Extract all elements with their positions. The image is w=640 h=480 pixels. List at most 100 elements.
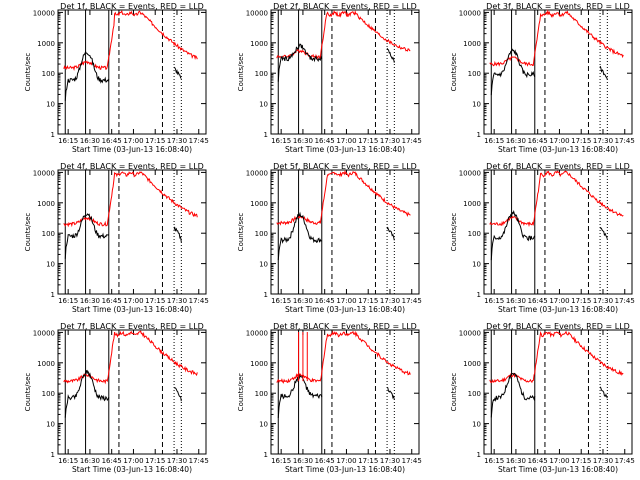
x-tick-label: 16:30	[80, 137, 100, 145]
y-tick-label: 100	[468, 70, 481, 78]
y-tick-label: 1000	[37, 200, 55, 208]
series-lld-line	[63, 10, 198, 71]
series-events-line-late	[173, 66, 182, 79]
panel-det-9: Det 9f, BLACK = Events, RED = LLD 1 10 100 1…	[450, 322, 635, 474]
y-tick-label: 1000	[37, 40, 55, 48]
plot-frame	[270, 9, 420, 135]
x-tick-label: 16:45	[102, 137, 122, 145]
x-tick-label: 17:00	[336, 297, 356, 305]
x-tick-label: 17:15	[571, 457, 591, 465]
panel-title: Det 5f, BLACK = Events, RED = LLD	[273, 162, 417, 171]
x-tick-label: 17:15	[145, 137, 165, 145]
x-tick-label: 16:45	[315, 297, 335, 305]
x-tick-label: 17:30	[167, 457, 187, 465]
x-tick-label: 16:45	[102, 297, 122, 305]
x-axis-label: Start Time (03-Jun-13 16:08:40)	[498, 305, 618, 314]
series-lld-line	[276, 10, 411, 60]
series-events-line	[277, 374, 323, 419]
x-tick-label: 16:15	[58, 137, 78, 145]
x-tick-label: 17:15	[145, 457, 165, 465]
x-tick-label: 17:30	[593, 137, 613, 145]
y-tick-label: 10000	[246, 169, 268, 177]
y-tick-label: 1	[477, 451, 481, 459]
x-tick-label: 16:30	[506, 297, 526, 305]
series-events-line	[64, 369, 110, 418]
panel-title: Det 1f, BLACK = Events, RED = LLD	[60, 2, 204, 11]
y-tick-label: 10000	[33, 169, 55, 177]
y-tick-label: 1	[51, 131, 55, 139]
x-tick-label: 16:30	[506, 137, 526, 145]
plot-frame	[57, 329, 207, 455]
x-axis-label: Start Time (03-Jun-13 16:08:40)	[498, 465, 618, 474]
y-tick-label: 10	[259, 421, 268, 429]
x-tick-label: 16:30	[80, 297, 100, 305]
x-tick-label: 16:15	[58, 297, 78, 305]
x-tick-label: 17:15	[358, 297, 378, 305]
series-events-line	[64, 213, 110, 259]
y-axis-label: Counts/sec	[24, 213, 32, 252]
series-events-line	[277, 211, 322, 261]
panel-title: Det 9f, BLACK = Events, RED = LLD	[486, 322, 630, 331]
plot-frame	[483, 169, 633, 295]
x-tick-label: 16:30	[293, 297, 313, 305]
y-tick-label: 100	[42, 390, 55, 398]
x-tick-label: 17:15	[571, 137, 591, 145]
y-tick-label: 1000	[37, 360, 55, 368]
series-events-line	[64, 50, 110, 101]
series-events-line-late	[386, 48, 395, 63]
x-tick-label: 17:00	[336, 457, 356, 465]
x-tick-label: 17:00	[549, 137, 569, 145]
series-events-line	[490, 48, 536, 96]
y-tick-label: 10000	[459, 329, 481, 337]
panel-title: Det 7f, BLACK = Events, RED = LLD	[60, 322, 204, 331]
y-tick-label: 100	[468, 230, 481, 238]
series-lld-line	[63, 330, 198, 385]
panel-title: Det 2f, BLACK = Events, RED = LLD	[273, 2, 417, 11]
x-tick-label: 16:15	[58, 457, 78, 465]
series-events-line-late	[174, 387, 182, 402]
x-tick-label: 17:00	[123, 457, 143, 465]
panel-det-7: Det 7f, BLACK = Events, RED = LLD 1 10 100 1…	[24, 322, 209, 474]
x-tick-label: 16:45	[528, 137, 548, 145]
series-lld-line	[276, 169, 411, 226]
x-tick-label: 16:15	[271, 457, 291, 465]
panel-title: Det 4f, BLACK = Events, RED = LLD	[60, 162, 204, 171]
x-tick-label: 17:00	[123, 137, 143, 145]
y-tick-label: 10	[46, 101, 55, 109]
y-tick-label: 1000	[463, 40, 481, 48]
x-tick-label: 16:45	[315, 137, 335, 145]
x-tick-label: 17:00	[123, 297, 143, 305]
y-axis-label: Counts/sec	[450, 213, 458, 252]
y-tick-label: 100	[255, 390, 268, 398]
panel-det-8: Det 8f, BLACK = Events, RED = LLD 1 10 100 1…	[237, 322, 422, 474]
x-tick-label: 17:45	[615, 137, 635, 145]
x-tick-label: 16:15	[484, 297, 504, 305]
x-tick-label: 17:00	[549, 297, 569, 305]
x-tick-label: 17:15	[571, 297, 591, 305]
panel-det-3: Det 3f, BLACK = Events, RED = LLD 1 10 100 1…	[450, 2, 635, 154]
x-tick-label: 17:15	[145, 297, 165, 305]
series-lld-line	[489, 9, 624, 67]
y-tick-label: 1000	[250, 40, 268, 48]
y-tick-label: 10000	[246, 9, 268, 17]
x-tick-label: 17:30	[593, 297, 613, 305]
y-tick-label: 10000	[33, 329, 55, 337]
panel-title: Det 3f, BLACK = Events, RED = LLD	[486, 2, 630, 11]
x-tick-label: 16:45	[528, 457, 548, 465]
x-tick-label: 17:45	[189, 297, 209, 305]
panel-title: Det 6f, BLACK = Events, RED = LLD	[486, 162, 630, 171]
x-tick-label: 16:15	[271, 297, 291, 305]
x-tick-label: 16:30	[293, 457, 313, 465]
y-tick-label: 10	[46, 421, 55, 429]
panel-title: Det 8f, BLACK = Events, RED = LLD	[273, 322, 417, 331]
y-tick-label: 10	[46, 261, 55, 269]
y-axis-label: Counts/sec	[24, 373, 32, 412]
x-tick-label: 17:15	[358, 457, 378, 465]
y-tick-label: 10	[472, 421, 481, 429]
series-lld-line	[63, 171, 198, 228]
x-tick-label: 16:30	[293, 137, 313, 145]
x-tick-label: 17:15	[358, 137, 378, 145]
y-tick-label: 10000	[459, 9, 481, 17]
x-tick-label: 17:00	[549, 457, 569, 465]
